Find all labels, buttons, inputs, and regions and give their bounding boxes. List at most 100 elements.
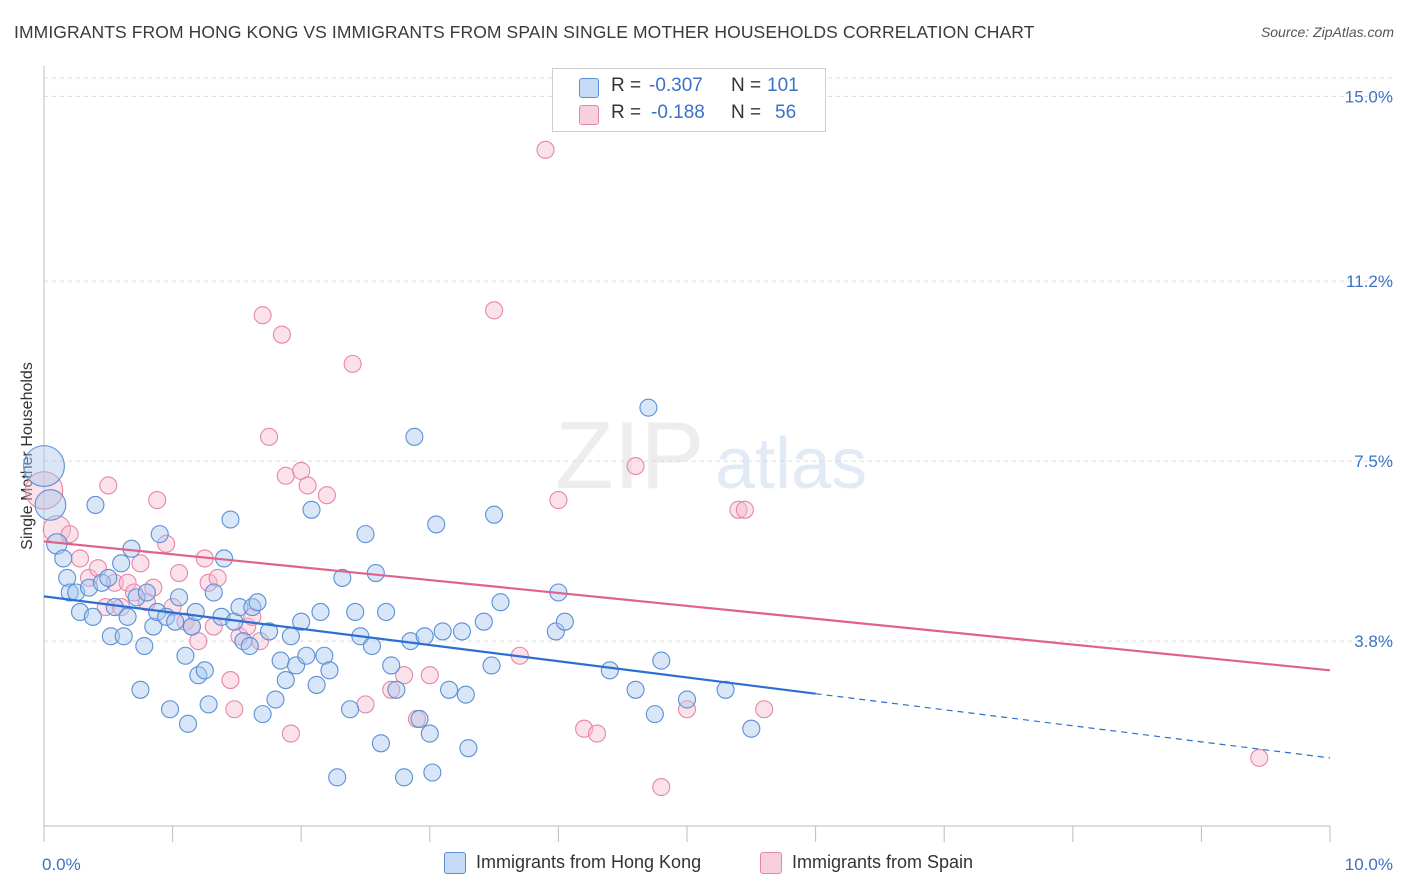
spain-point <box>221 671 240 690</box>
n-label: N = <box>731 102 762 123</box>
hong-kong-point <box>186 602 205 622</box>
r-value: -0.188 <box>651 102 705 123</box>
bottom-legend-hong-kong: Immigrants from Hong Kong <box>444 852 701 876</box>
hong-kong-point <box>410 709 429 729</box>
hong-kong-point <box>491 593 510 612</box>
n-label: N = <box>731 75 762 96</box>
hong-kong-point <box>135 636 154 656</box>
y-tick-label: 3.8% <box>1354 632 1393 651</box>
spain-point <box>652 778 671 797</box>
hong-kong-point <box>427 515 446 534</box>
hong-kong-point <box>362 636 381 656</box>
hong-kong-point <box>395 768 414 787</box>
hong-kong-point <box>101 627 120 646</box>
n-value: 56 <box>775 102 797 123</box>
spain-point <box>276 466 295 485</box>
hong-kong-trend-line <box>43 595 816 695</box>
spain-point <box>272 325 291 344</box>
spain-point <box>317 486 336 505</box>
hong-kong-point <box>83 607 102 626</box>
n-value: 101 <box>767 75 799 96</box>
spain-point <box>549 491 568 510</box>
hong-kong-point <box>253 705 272 724</box>
hong-kong-point <box>127 588 146 607</box>
hong-kong-point <box>118 607 137 626</box>
y-tick-label: 11.2% <box>1346 272 1393 291</box>
hong-kong-point <box>58 568 77 587</box>
hong-kong-point <box>652 651 671 670</box>
hong-kong-point <box>137 583 156 602</box>
spain-point <box>356 695 375 714</box>
watermark-atlas: atlas <box>715 424 867 504</box>
hong-kong-point <box>281 627 300 646</box>
hong-kong-point <box>415 627 434 646</box>
stats-legend: R = -0.307 N = 101 R = -0.188 N = 56 <box>552 68 826 132</box>
spain-point <box>395 666 414 685</box>
hong-kong-point <box>377 602 396 622</box>
y-tick-label: 15.0% <box>1345 87 1393 106</box>
hong-kong-point <box>433 622 452 641</box>
hong-kong-point <box>150 525 169 544</box>
hong-kong-point <box>178 714 198 733</box>
spain-point <box>208 568 227 587</box>
hong-kong-point <box>160 700 180 719</box>
spain-point <box>281 724 300 743</box>
spain-point <box>420 666 439 685</box>
watermark-zip: ZIP <box>555 402 704 509</box>
r-label: R = <box>611 102 642 123</box>
hong-kong-point <box>456 685 475 704</box>
hong-kong-point <box>99 568 118 587</box>
hong-kong-point <box>34 489 67 521</box>
spain-point <box>131 554 150 573</box>
hong-kong-legend-label: Immigrants from Hong Kong <box>476 852 702 872</box>
hong-kong-point <box>182 617 201 636</box>
spain-point <box>587 724 607 743</box>
hong-kong-point <box>474 612 493 631</box>
hong-kong-point <box>645 705 664 724</box>
hong-kong-point <box>482 656 501 675</box>
bottom-legend-spain: Immigrants from Spain <box>760 852 973 876</box>
r-label: R = <box>611 75 642 96</box>
hong-kong-point <box>440 680 459 699</box>
hong-kong-point <box>259 622 279 641</box>
hong-kong-point <box>371 734 390 753</box>
hong-kong-point <box>423 763 442 782</box>
spain-point <box>259 427 279 446</box>
hong-kong-point <box>341 700 360 719</box>
hong-kong-point <box>230 598 249 617</box>
hong-kong-point <box>677 690 697 709</box>
spain-point <box>118 573 137 592</box>
hong-kong-point <box>204 583 223 602</box>
spain-point <box>735 500 754 519</box>
r-value: -0.307 <box>649 75 703 96</box>
hong-kong-point <box>328 768 347 787</box>
hong-kong-point <box>199 695 218 714</box>
hong-kong-point <box>176 646 195 665</box>
x-tick-label: 10.0% <box>1345 855 1393 874</box>
hong-kong-point <box>626 680 645 699</box>
hong-kong-point <box>420 724 439 743</box>
y-tick-label: 7.5% <box>1354 452 1393 471</box>
hong-kong-point <box>302 500 321 519</box>
spain-point <box>298 476 317 495</box>
spain-point <box>677 700 697 719</box>
spain-point <box>124 583 144 602</box>
trend-lines <box>43 540 1331 759</box>
hong-kong-point <box>459 739 478 758</box>
spain-swatch <box>579 105 599 125</box>
source-label: Source: ZipAtlas.com <box>1260 24 1394 40</box>
spain-point <box>199 573 218 592</box>
hong-kong-points <box>23 398 761 787</box>
hong-kong-point <box>405 427 424 446</box>
hong-kong-point <box>387 680 406 699</box>
hong-kong-point <box>276 671 295 690</box>
x-tick-label: 0.0% <box>42 855 81 874</box>
spain-point <box>536 140 555 159</box>
hong-kong-point <box>742 719 761 738</box>
hong-kong-legend-swatch <box>444 852 466 875</box>
hong-kong-swatch <box>579 78 599 98</box>
spain-point <box>148 491 167 510</box>
hong-kong-point <box>195 661 214 680</box>
hong-kong-point <box>23 445 65 487</box>
